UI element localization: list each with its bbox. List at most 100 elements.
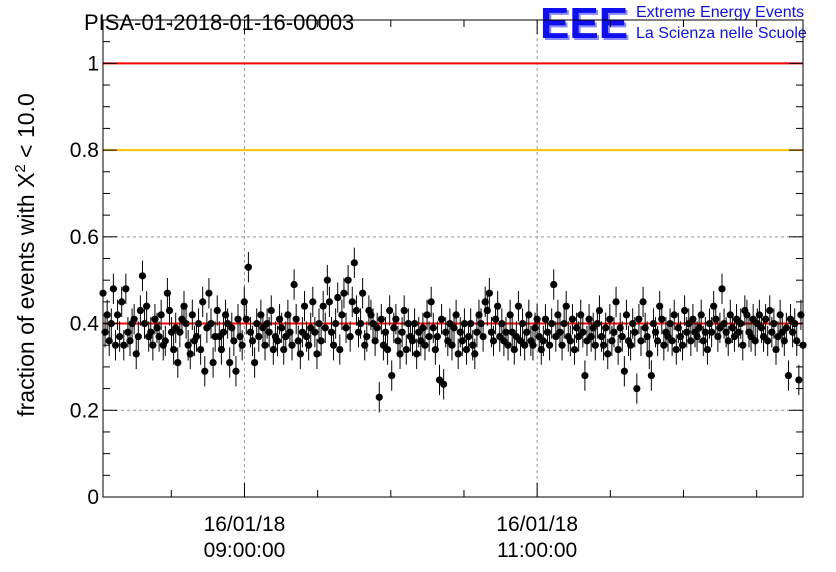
data-point — [209, 358, 217, 367]
data-point — [182, 319, 190, 328]
data-point — [579, 328, 587, 336]
data-point — [737, 319, 745, 328]
x-tick-label-date: 16/01/18 — [496, 513, 578, 536]
data-point — [118, 298, 126, 306]
data-point — [425, 332, 433, 341]
data-point — [471, 350, 479, 358]
data-point — [350, 259, 358, 267]
data-point — [658, 315, 666, 323]
data-point — [585, 315, 593, 323]
data-point — [329, 341, 338, 349]
data-point — [562, 302, 570, 310]
data-point — [278, 324, 286, 332]
data-point — [317, 337, 325, 345]
data-point — [149, 341, 157, 349]
data-point — [122, 285, 130, 293]
data-point — [373, 324, 381, 332]
data-point — [242, 315, 250, 323]
data-point — [697, 311, 705, 319]
data-point — [558, 341, 566, 349]
data-point — [631, 328, 639, 336]
y-tick-label: 0 — [87, 486, 99, 509]
data-point — [138, 272, 147, 280]
y-axis-label-main: fraction of events with X — [13, 173, 39, 417]
data-point — [514, 302, 523, 310]
data-point — [681, 306, 689, 315]
data-point — [764, 337, 772, 345]
data-point — [489, 337, 498, 345]
data-point — [213, 306, 221, 315]
data-point — [577, 311, 585, 319]
data-point — [325, 298, 334, 306]
data-point — [201, 367, 209, 375]
data-point — [136, 306, 144, 315]
data-point — [666, 319, 674, 328]
data-point — [419, 324, 427, 332]
data-point — [595, 306, 604, 315]
data-point — [113, 311, 122, 319]
data-point — [363, 332, 371, 341]
data-point — [340, 289, 348, 297]
data-point — [230, 337, 238, 345]
data-point — [103, 311, 111, 319]
data-point — [265, 328, 273, 336]
data-point — [423, 311, 431, 319]
data-point — [606, 315, 614, 323]
data-point — [518, 319, 527, 328]
data-point — [525, 311, 533, 319]
chart-title: PISA-01-2018-01-16-00003 — [84, 10, 355, 35]
data-point — [560, 319, 568, 328]
data-point — [197, 345, 205, 354]
data-point — [188, 311, 196, 319]
data-point — [643, 332, 651, 341]
data-point — [795, 376, 803, 384]
data-point — [400, 306, 408, 315]
data-point — [708, 328, 716, 336]
data-point — [639, 298, 647, 306]
data-point — [251, 358, 259, 367]
data-point — [498, 319, 506, 328]
data-point — [485, 289, 493, 297]
data-point — [602, 324, 610, 332]
data-point — [591, 341, 599, 349]
data-point — [199, 298, 207, 306]
data-point — [309, 298, 317, 306]
data-point — [238, 341, 246, 349]
data-point — [244, 263, 253, 271]
data-point — [402, 345, 410, 354]
grid — [103, 20, 803, 497]
data-point — [105, 337, 113, 345]
logo-text-line1: Extreme Energy Events — [636, 4, 805, 21]
data-point — [581, 371, 589, 380]
y-tick-label: 0.6 — [70, 226, 99, 249]
data-point — [261, 341, 269, 349]
data-point — [315, 319, 323, 328]
data-point — [321, 324, 329, 332]
data-point — [454, 350, 462, 358]
data-point — [701, 328, 709, 336]
data-point — [784, 371, 793, 380]
data-point — [132, 350, 140, 358]
data-point — [194, 319, 203, 328]
data-point — [359, 289, 367, 297]
data-point — [703, 345, 712, 354]
data-point — [381, 328, 390, 336]
data-point — [687, 337, 695, 345]
plot-frame — [102, 19, 804, 498]
data-point — [429, 324, 437, 332]
y-axis-label: fraction of events with X2 < 10.0 — [12, 93, 39, 417]
data-point — [440, 380, 448, 388]
data-point — [305, 341, 313, 349]
data-point — [620, 367, 628, 375]
reference-lines — [103, 62, 803, 325]
data-point — [672, 345, 680, 354]
data-point — [311, 328, 319, 336]
eee-logo: EEE Extreme Energy Events La Scienza nel… — [540, 2, 830, 46]
data-point — [545, 341, 554, 349]
data-point — [473, 328, 481, 336]
data-point — [234, 315, 242, 323]
data-point — [610, 328, 618, 336]
data-point — [334, 293, 342, 302]
data-point — [766, 306, 774, 315]
